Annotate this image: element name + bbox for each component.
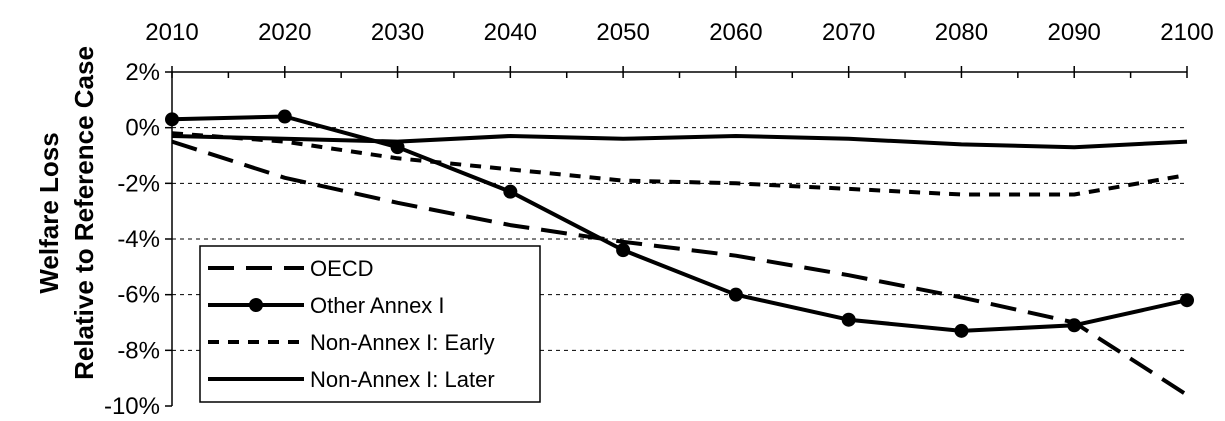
x-tick-label: 2010	[145, 19, 198, 46]
x-tick-label: 2040	[484, 19, 537, 46]
data-point-other-annex-i	[165, 112, 179, 127]
x-tick-label: 2100	[1160, 19, 1213, 46]
axis-titles: Welfare Loss Relative to Reference Case	[34, 46, 99, 380]
data-point-other-annex-i	[728, 287, 743, 302]
y-axis-title-line1: Welfare Loss	[34, 132, 64, 293]
x-tick-label: 2090	[1048, 19, 1101, 46]
x-tick-label: 2070	[822, 19, 875, 46]
data-point-other-annex-i	[841, 312, 856, 327]
x-tick-label: 2020	[258, 19, 311, 46]
y-tick-label: -8%	[117, 337, 160, 364]
x-tick-label: 2050	[596, 19, 649, 46]
legend-label: Other Annex I	[310, 293, 445, 318]
axes	[165, 66, 1188, 407]
legend: OECD Other Annex I Non-Annex I: Early Non-A…	[199, 245, 541, 403]
x-tick-label: 2030	[371, 19, 424, 46]
data-point-other-annex-i	[954, 323, 969, 338]
series-lines	[165, 109, 1194, 397]
data-point-other-annex-i	[1067, 318, 1082, 333]
data-point-other-annex-i	[277, 109, 292, 124]
legend-box	[199, 245, 541, 403]
data-point-other-annex-i	[1180, 293, 1194, 308]
legend-marker	[249, 298, 263, 312]
legend-label: OECD	[310, 256, 374, 281]
data-point-other-annex-i	[616, 243, 631, 258]
legend-label: Non-Annex I: Early	[310, 330, 495, 355]
series-line-other-annex-i	[171, 114, 1188, 333]
y-axis-title-line2: Relative to Reference Case	[69, 46, 99, 380]
y-tick-label: -2%	[117, 170, 160, 197]
y-tick-label: -4%	[117, 226, 160, 253]
x-tick-label: 2060	[709, 19, 762, 46]
series-line-oecd	[171, 139, 1189, 397]
y-tick-label: 2%	[125, 59, 160, 86]
data-point-other-annex-i	[390, 140, 405, 155]
y-tick-label: -10%	[104, 393, 160, 420]
data-point-other-annex-i	[503, 184, 518, 199]
x-tick-label: 2080	[935, 19, 988, 46]
legend-label: Non-Annex I: Later	[310, 367, 495, 392]
series-line-non-annex-i-later	[171, 134, 1188, 150]
series-line-non-annex-i-early	[171, 131, 1188, 197]
y-tick-label: 0%	[125, 115, 160, 142]
tick-labels: 2% 0% -2% -4% -6% -8% -10% 2010 2020 2030 2040 2050…	[104, 19, 1214, 420]
y-tick-label: -6%	[117, 282, 160, 309]
